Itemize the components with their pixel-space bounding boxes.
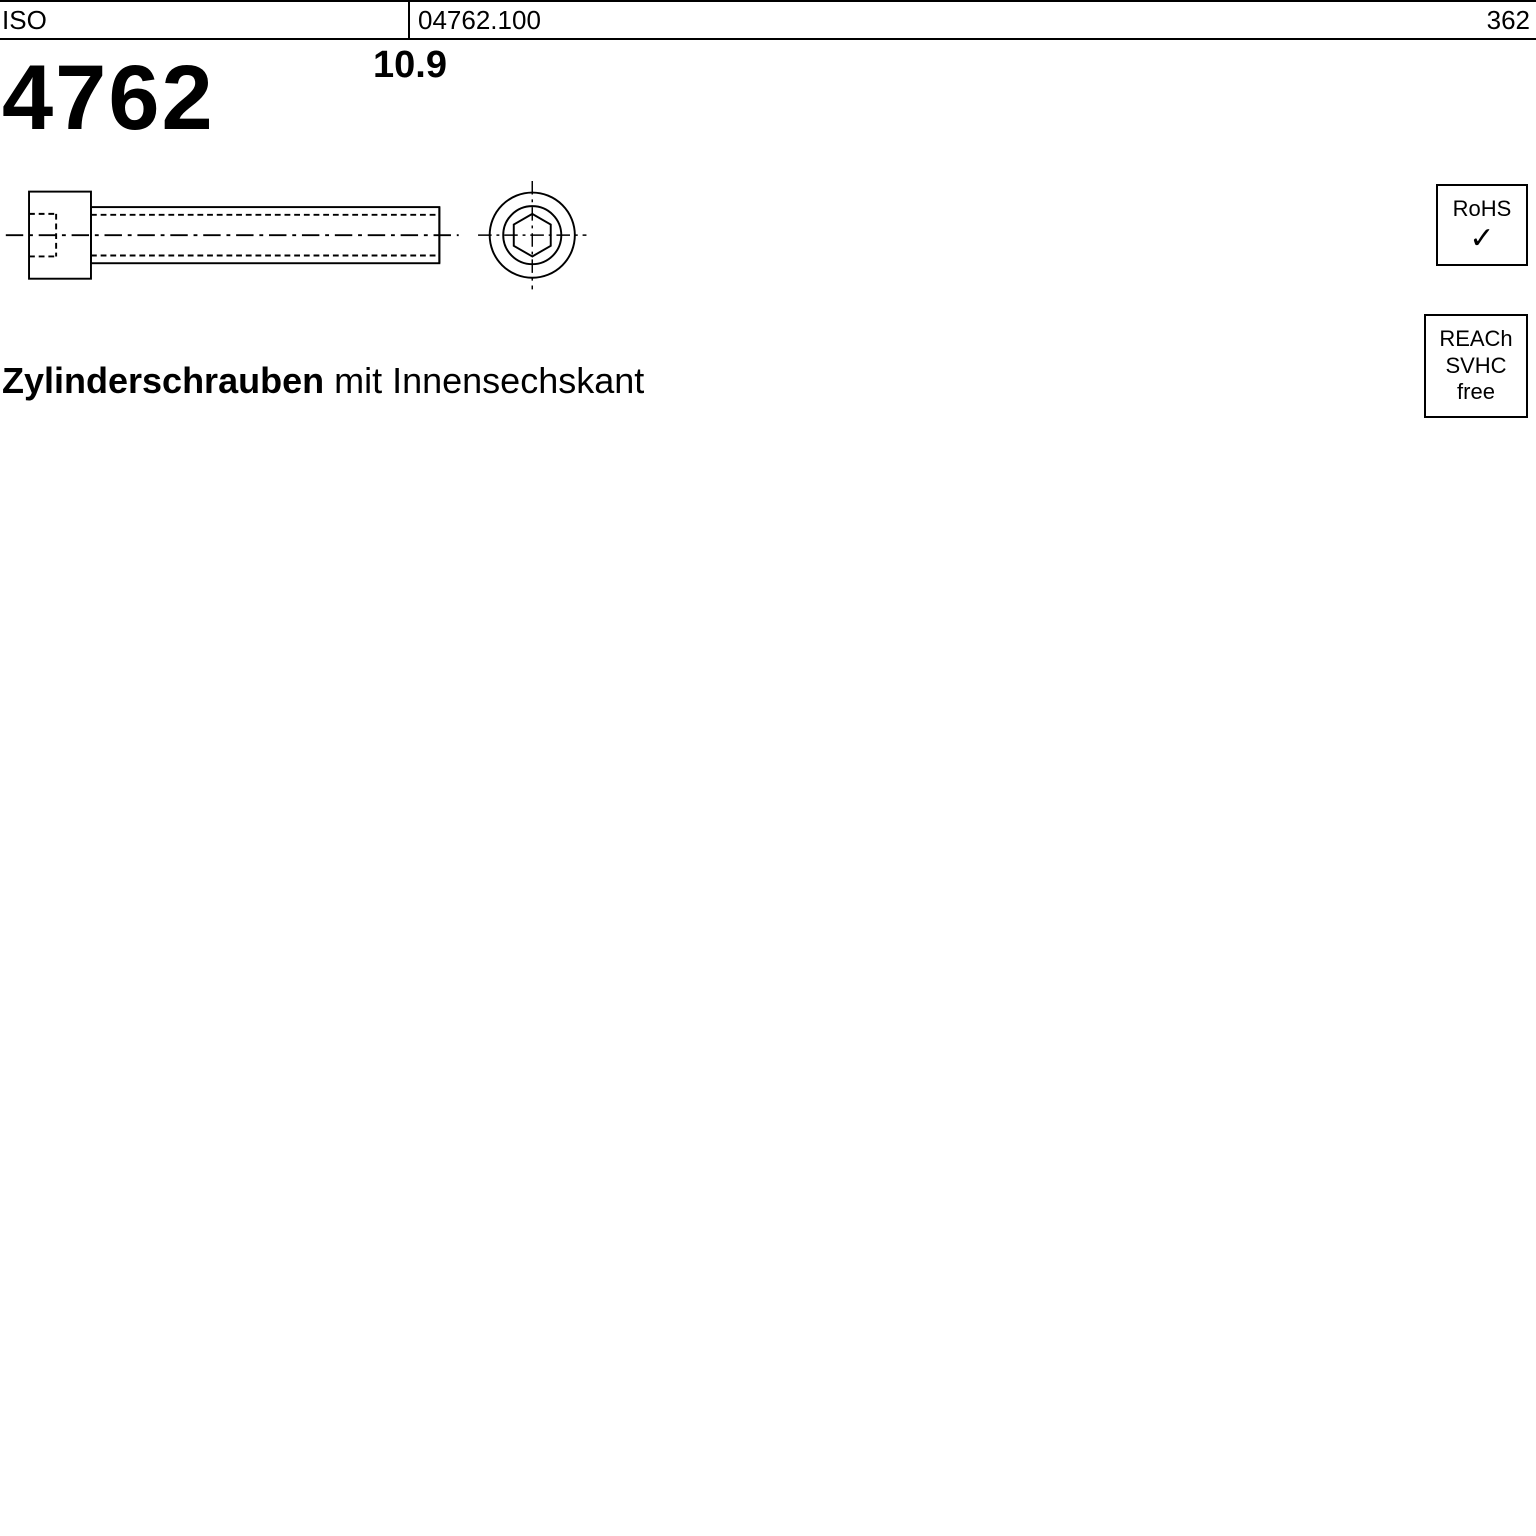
header-page-ref: 362 (1386, 2, 1536, 38)
rohs-badge: RoHS ✓ (1436, 184, 1528, 266)
reach-line3: free (1457, 379, 1495, 405)
product-description: Zylinderschrauben mit Innensechskant (2, 360, 644, 402)
description-bold: Zylinderschrauben (2, 360, 324, 401)
reach-line2: SVHC (1445, 353, 1506, 379)
rohs-label: RoHS (1453, 196, 1512, 222)
reach-line1: REACh (1439, 326, 1512, 352)
reach-badge: REACh SVHC free (1424, 314, 1528, 418)
header-row: ISO 04762.100 362 (0, 0, 1536, 40)
header-article-code: 04762.100 (408, 2, 1386, 38)
description-normal: mit Innensechskant (324, 360, 644, 401)
header-standard-prefix: ISO (0, 2, 408, 38)
standard-number: 4762 (2, 46, 215, 151)
technical-drawing (0, 180, 600, 300)
check-icon: ✓ (1469, 224, 1494, 254)
strength-grade: 10.9 (373, 44, 447, 87)
datasheet-page: ISO 04762.100 362 4762 10.9 Zylinderschr… (0, 0, 1536, 1536)
